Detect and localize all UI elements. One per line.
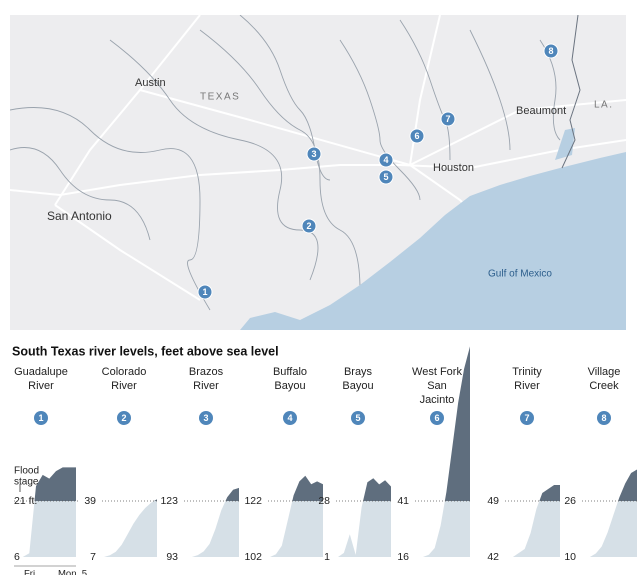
date-label: Fri xyxy=(24,569,35,575)
level-area xyxy=(16,467,76,557)
map-marker-number: 6 xyxy=(414,131,419,141)
flood-stage-label: stage xyxy=(14,477,39,488)
panel-name: Village xyxy=(588,366,621,378)
flood-label: 28 xyxy=(318,495,330,507)
level-area xyxy=(338,478,391,557)
panel-marker-number: 8 xyxy=(601,413,606,423)
map-marker xyxy=(378,152,394,168)
map-label: San Antonio xyxy=(47,209,112,223)
map-marker-number: 3 xyxy=(311,149,316,159)
map-marker xyxy=(306,146,322,162)
chart-title: South Texas river levels, feet above sea… xyxy=(12,344,279,358)
panel-name: Jacinto xyxy=(420,394,455,406)
panel-name: Trinity xyxy=(512,366,542,378)
map-label: TEXAS xyxy=(200,92,240,103)
panel-name: Colorado xyxy=(102,366,147,378)
panel-name: River xyxy=(28,380,54,392)
map-label: Houston xyxy=(433,162,474,174)
map-marker-number: 8 xyxy=(548,46,553,56)
panel-name: River xyxy=(111,380,137,392)
min-label: 6 xyxy=(14,551,20,563)
panel-name: Creek xyxy=(589,380,619,392)
panel-marker xyxy=(430,411,444,425)
panel-marker xyxy=(520,411,534,425)
min-label: 93 xyxy=(166,551,178,563)
rivers xyxy=(10,15,561,311)
date-label: Mon. 5 xyxy=(58,569,87,575)
map-label: Austin xyxy=(135,77,166,89)
map-marker-number: 5 xyxy=(383,172,388,182)
level-area xyxy=(186,487,239,557)
flood-label: 21 ft. xyxy=(14,495,37,507)
panel-marker-number: 7 xyxy=(524,413,529,423)
level-area xyxy=(104,499,157,557)
map-label: Gulf of Mexico xyxy=(488,269,552,280)
roads xyxy=(10,15,626,301)
panel-name: Brazos xyxy=(189,366,224,378)
panel-marker xyxy=(199,411,213,425)
panel-marker-number: 2 xyxy=(121,413,126,423)
panel-name: Buffalo xyxy=(273,366,307,378)
panel-marker-number: 1 xyxy=(38,413,43,423)
level-area xyxy=(507,485,560,557)
level-area xyxy=(417,346,470,557)
map-marker-number: 2 xyxy=(306,221,311,231)
panel-marker-number: 3 xyxy=(203,413,208,423)
panel-marker-number: 5 xyxy=(355,413,360,423)
min-label: 10 xyxy=(564,551,576,563)
panel-name: Guadalupe xyxy=(14,366,68,378)
panel-marker-number: 6 xyxy=(434,413,439,423)
min-label: 7 xyxy=(90,551,96,563)
level-area xyxy=(584,469,637,557)
min-label: 16 xyxy=(397,551,409,563)
flood-label: 41 xyxy=(397,495,409,507)
panel-name: San xyxy=(427,380,447,392)
flood-label: 123 xyxy=(160,495,178,507)
map-marker-number: 1 xyxy=(202,287,207,297)
flood-label: 39 xyxy=(84,495,96,507)
map xyxy=(10,15,626,330)
map-marker xyxy=(378,169,394,185)
map-marker xyxy=(440,111,456,127)
panel-name: West Fork xyxy=(412,366,462,378)
panel-name: River xyxy=(193,380,219,392)
panel-name: River xyxy=(514,380,540,392)
panel-marker xyxy=(34,411,48,425)
flood-stage-label: Flood xyxy=(14,466,39,477)
map-marker xyxy=(543,43,559,59)
gulf xyxy=(240,152,626,330)
panel-marker xyxy=(597,411,611,425)
state-border xyxy=(561,15,581,169)
min-label: 102 xyxy=(244,551,262,563)
panel-name: Bayou xyxy=(342,380,373,392)
map-label: LA. xyxy=(594,100,614,111)
map-marker xyxy=(197,284,213,300)
map-marker-number: 7 xyxy=(445,114,450,124)
map-marker-number: 4 xyxy=(383,155,388,165)
flood-label: 26 xyxy=(564,495,576,507)
level-area xyxy=(270,475,323,557)
panel-marker xyxy=(117,411,131,425)
panel-name: Brays xyxy=(344,366,373,378)
map-marker xyxy=(409,128,425,144)
min-label: 1 xyxy=(324,551,330,563)
panel-marker xyxy=(283,411,297,425)
min-label: 42 xyxy=(487,551,499,563)
panel-marker-number: 4 xyxy=(287,413,292,423)
panel-marker xyxy=(351,411,365,425)
lake xyxy=(555,128,575,160)
panel-name: Bayou xyxy=(274,380,305,392)
map-marker xyxy=(301,218,317,234)
map-label: Beaumont xyxy=(516,105,566,117)
flood-label: 49 xyxy=(487,495,499,507)
flood-label: 122 xyxy=(244,495,262,507)
